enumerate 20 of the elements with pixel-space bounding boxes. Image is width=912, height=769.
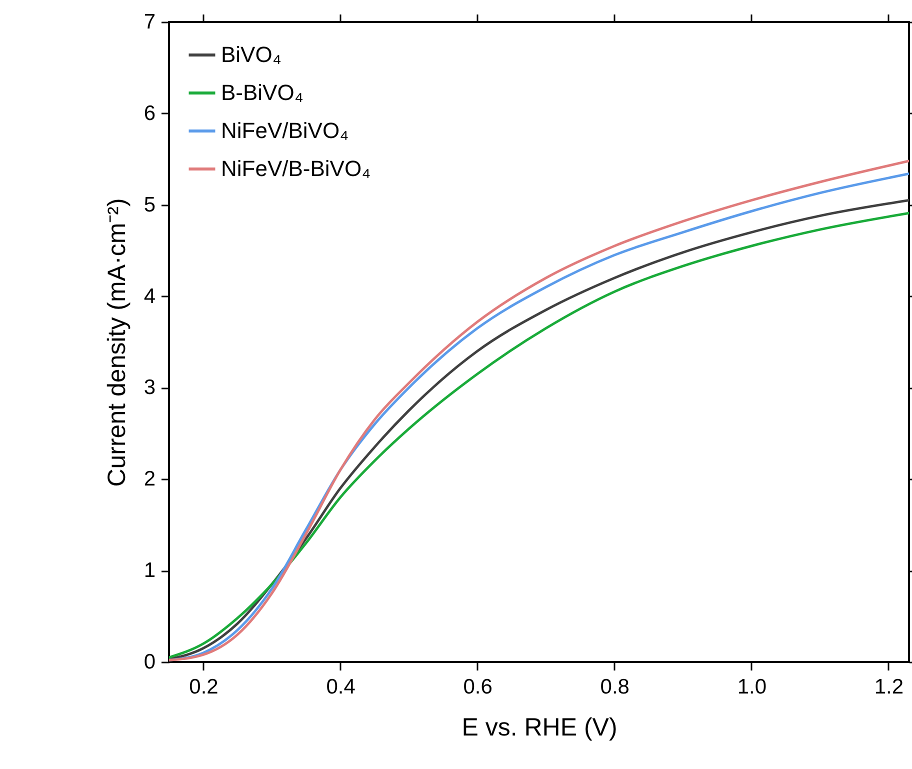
y-tick-label: 5 [144, 193, 156, 216]
y-axis-title: Current density (mA·cm⁻²) [102, 198, 131, 487]
x-tick-label: 0.8 [600, 676, 630, 698]
x-axis-title: E vs. RHE (V) [462, 714, 618, 742]
x-tick-label: 1.2 [874, 676, 904, 698]
y-tick-label: 3 [144, 376, 156, 400]
legend-label: NiFeV/B-BiVO₄ [221, 156, 371, 181]
y-tick-label: 6 [144, 102, 156, 125]
x-tick-label: 0.6 [463, 676, 492, 698]
y-tick-label: 7 [144, 10, 156, 34]
y-tick-label: 4 [144, 284, 156, 308]
y-tick-label: 1 [144, 559, 156, 582]
x-tick-label: 0.2 [189, 676, 218, 698]
legend-label: NiFeV/BiVO₄ [221, 118, 349, 143]
y-tick-label: 2 [144, 468, 156, 491]
x-tick-label: 1.0 [737, 676, 767, 698]
legend-label: B-BiVO₄ [221, 80, 304, 105]
legend-label: BiVO₄ [221, 42, 282, 67]
y-tick-label: 0 [144, 650, 156, 674]
x-tick-label: 0.4 [326, 676, 356, 698]
